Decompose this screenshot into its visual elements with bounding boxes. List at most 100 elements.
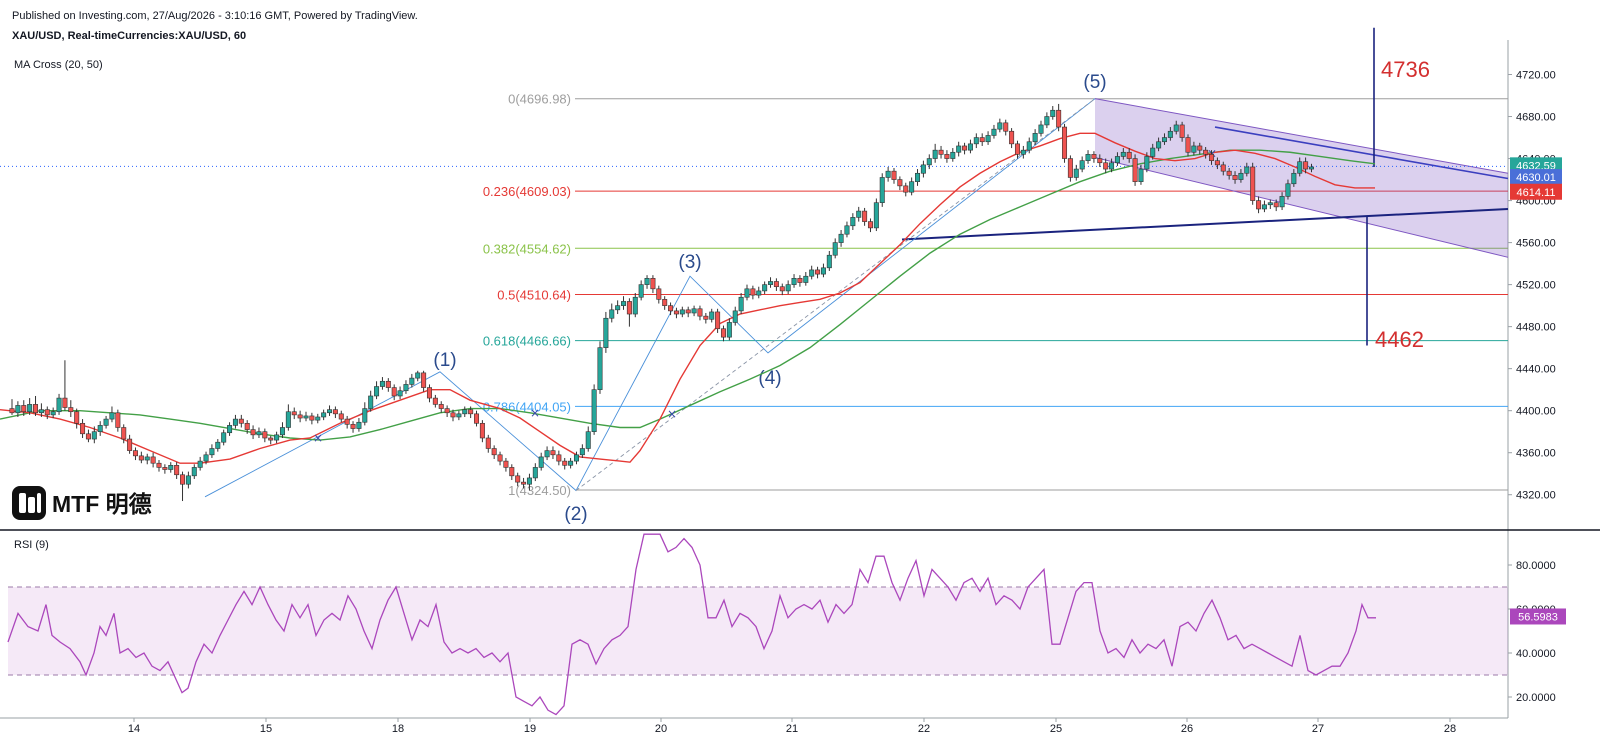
channel-top-line xyxy=(1094,98,1509,174)
candle-body xyxy=(850,217,856,227)
price-tick-label: 4720.00 xyxy=(1516,70,1556,82)
candle-body xyxy=(27,404,33,413)
candle-body xyxy=(762,284,768,292)
candle-body xyxy=(685,309,691,314)
candle-body xyxy=(738,296,744,312)
candle-body xyxy=(932,149,938,159)
candle-body xyxy=(203,454,209,462)
candle-body xyxy=(303,415,309,419)
price-tick-label: 4520.00 xyxy=(1516,280,1556,292)
candle-body xyxy=(591,389,597,432)
candle-body xyxy=(338,413,344,420)
candle-body xyxy=(1091,154,1097,159)
candle-body xyxy=(1150,147,1156,157)
time-tick-label: 18 xyxy=(392,723,404,734)
wave-label: (2) xyxy=(564,504,587,525)
candle-body xyxy=(1014,143,1020,155)
candle-body xyxy=(426,387,432,399)
candle-body xyxy=(621,301,627,306)
candle-body xyxy=(80,422,86,435)
candle-body xyxy=(1044,116,1050,126)
ma-cross-marker: × xyxy=(667,407,677,421)
candle-body xyxy=(1179,124,1185,138)
time-tick-label: 28 xyxy=(1444,723,1456,734)
candle-body xyxy=(679,309,685,315)
candle-body xyxy=(991,128,997,136)
candle-body xyxy=(915,172,921,182)
candle-body xyxy=(44,409,50,416)
candle-body xyxy=(920,164,926,174)
wave-lines: (1) (2) (3) (4) (5) xyxy=(204,72,1107,525)
candle-body xyxy=(344,418,350,425)
candle-body xyxy=(109,412,115,420)
candle-body xyxy=(973,137,979,145)
candle-body xyxy=(62,397,68,408)
ma-cross-marker: × xyxy=(530,406,540,420)
candle-body xyxy=(1067,158,1073,178)
candle-body xyxy=(227,425,233,434)
candle-body xyxy=(1226,170,1232,176)
candle-body xyxy=(215,441,221,449)
candle-body xyxy=(56,397,62,413)
candle-body xyxy=(291,411,297,416)
rsi-tick-label: 20.0000 xyxy=(1516,692,1556,704)
candle-body xyxy=(903,185,909,193)
candle-body xyxy=(856,210,862,218)
candle-body xyxy=(127,438,133,451)
candle-body xyxy=(844,225,850,235)
target-label: 4462 xyxy=(1375,327,1424,352)
candle-body xyxy=(1138,168,1144,182)
candle-body xyxy=(720,328,726,338)
candle-body xyxy=(279,427,285,436)
candle-body xyxy=(538,456,544,468)
candle-body xyxy=(315,416,321,421)
candle-body xyxy=(115,412,121,428)
candle-body xyxy=(1156,141,1162,149)
time-tick-label: 22 xyxy=(918,723,930,734)
candle-body xyxy=(74,411,80,424)
candle-body xyxy=(97,425,103,432)
channel-bottom-line xyxy=(1094,157,1509,258)
candle-body xyxy=(1109,162,1115,170)
price-tick-label: 4440.00 xyxy=(1516,364,1556,376)
candle-body xyxy=(232,418,238,426)
candle-body xyxy=(362,408,368,423)
candle-body xyxy=(562,460,568,466)
candle-body xyxy=(321,412,327,418)
triangle-lower-line xyxy=(901,207,1509,241)
candle-body xyxy=(403,384,409,392)
price-tick-label: 4360.00 xyxy=(1516,448,1556,460)
candle-body xyxy=(1114,156,1120,164)
time-tick-label: 20 xyxy=(655,723,667,734)
candle-body xyxy=(1273,202,1279,208)
fib-level-label: 0.382(4554.62) xyxy=(483,241,571,256)
price-tick-label: 4320.00 xyxy=(1516,490,1556,502)
candle-body xyxy=(1250,166,1256,201)
candle-body xyxy=(650,278,656,290)
candle-body xyxy=(185,475,191,485)
candle-body xyxy=(1285,183,1291,197)
candle-body xyxy=(468,409,474,415)
candle-body xyxy=(415,372,421,379)
rsi-value-label: 56.5983 xyxy=(1518,611,1558,623)
candle-body xyxy=(1079,160,1085,170)
candle-body xyxy=(1085,154,1091,161)
candle-body xyxy=(50,411,56,416)
candle-body xyxy=(450,412,456,418)
candle-body xyxy=(573,454,579,462)
rsi-pane: RSI (9)20.000040.000060.000080.000056.59… xyxy=(7,533,1566,716)
candle-body xyxy=(1097,158,1103,164)
ma-cross-marker: × xyxy=(313,431,323,445)
fib-level-label: 0.5(4510.64) xyxy=(497,287,571,302)
candle-body xyxy=(550,450,556,456)
candle-body xyxy=(820,267,826,275)
candle-body xyxy=(697,308,703,317)
candle-body xyxy=(862,210,868,222)
annotations: 4736 4462 xyxy=(1375,57,1430,352)
candle-body xyxy=(744,288,750,298)
candle-body xyxy=(168,465,174,470)
candle-body xyxy=(779,286,785,292)
candle-body xyxy=(456,413,462,418)
candle-body xyxy=(691,308,697,314)
mtf-logo: MTF 明德 xyxy=(12,486,152,520)
